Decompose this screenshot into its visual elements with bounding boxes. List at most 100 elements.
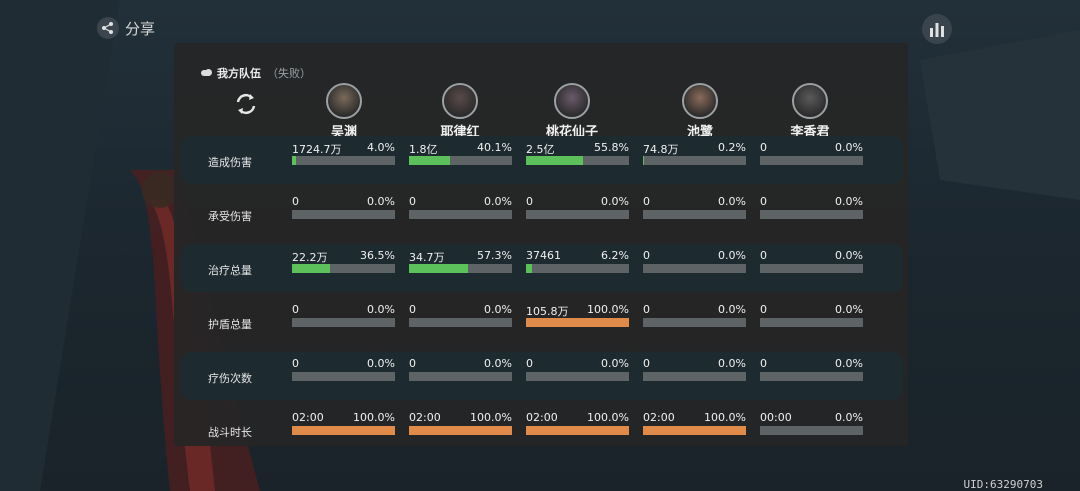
battle-stats-panel: 我方队伍 （失败） 吴渊 耶律红 桃花仙子 池鹭 李香君 造成伤害 1724.7万 4.0%… <box>174 43 908 446</box>
stat-value: 0 <box>409 303 416 316</box>
stat-value: 0 <box>643 195 650 208</box>
stat-value: 0 <box>643 357 650 370</box>
stat-value: 74.8万 <box>643 143 679 156</box>
progress-bar <box>292 426 395 435</box>
character-3[interactable]: 桃花仙子 <box>532 83 612 140</box>
stat-percent: 0.0% <box>367 357 395 370</box>
stat-cell: 02:00 100.0% <box>526 411 629 441</box>
character-4[interactable]: 池鹭 <box>660 83 740 140</box>
stat-row: 护盾总量 0 0.0% 0 0.0% 105.8万 100.0% 0 0.0% 0 0.0% <box>181 298 903 346</box>
stat-label: 造成伤害 <box>208 156 252 169</box>
stat-percent: 0.0% <box>484 195 512 208</box>
stat-cell: 0 0.0% <box>292 357 395 387</box>
stat-value: 0 <box>526 195 533 208</box>
progress-bar <box>760 318 863 327</box>
stat-row: 造成伤害 1724.7万 4.0% 1.8亿 40.1% 2.5亿 55.8% 74.8万 0.… <box>181 136 903 184</box>
stat-cell: 02:00 100.0% <box>292 411 395 441</box>
stat-cell: 0 0.0% <box>760 249 863 279</box>
stat-percent: 0.0% <box>718 249 746 262</box>
stat-cell: 0 0.0% <box>760 303 863 333</box>
stat-cell: 34.7万 57.3% <box>409 249 512 279</box>
stat-label: 治疗总量 <box>208 264 252 277</box>
progress-fill <box>292 426 395 435</box>
stat-percent: 0.0% <box>835 357 863 370</box>
avatar <box>682 83 718 119</box>
progress-bar <box>526 318 629 327</box>
stat-percent: 100.0% <box>587 303 629 316</box>
stat-cell: 105.8万 100.0% <box>526 303 629 333</box>
stat-cell: 37461 6.2% <box>526 249 629 279</box>
stat-percent: 100.0% <box>470 411 512 424</box>
progress-bar <box>526 426 629 435</box>
progress-fill <box>526 156 584 165</box>
stat-cell: 00:00 0.0% <box>760 411 863 441</box>
stat-value: 34.7万 <box>409 251 445 264</box>
progress-bar <box>526 156 629 165</box>
stat-value: 2.5亿 <box>526 143 555 156</box>
stat-percent: 100.0% <box>353 411 395 424</box>
stat-cell: 0 0.0% <box>409 195 512 225</box>
stat-value: 0 <box>409 357 416 370</box>
stat-percent: 0.0% <box>835 195 863 208</box>
stat-percent: 100.0% <box>587 411 629 424</box>
progress-bar <box>292 210 395 219</box>
stat-row: 疗伤次数 0 0.0% 0 0.0% 0 0.0% 0 0.0% 0 0.0% <box>181 352 903 400</box>
uid-label: UID:63290703 <box>963 478 1043 491</box>
progress-bar <box>760 156 863 165</box>
stat-percent: 40.1% <box>477 141 512 154</box>
stat-value: 0 <box>292 303 299 316</box>
stat-percent: 0.0% <box>484 357 512 370</box>
stat-label: 战斗时长 <box>208 426 252 439</box>
avatar <box>792 83 828 119</box>
progress-fill <box>409 264 469 273</box>
stats-button[interactable] <box>922 14 952 44</box>
progress-fill <box>409 426 512 435</box>
stat-value: 0 <box>760 195 767 208</box>
stat-percent: 0.0% <box>835 303 863 316</box>
stat-value: 02:00 <box>409 411 441 424</box>
share-button[interactable]: 分享 <box>97 17 155 39</box>
stat-percent: 0.0% <box>718 357 746 370</box>
stat-value: 00:00 <box>760 411 792 424</box>
stat-cell: 0 0.0% <box>643 249 746 279</box>
character-2[interactable]: 耶律红 <box>420 83 500 140</box>
stat-value: 22.2万 <box>292 251 328 264</box>
progress-bar <box>643 156 746 165</box>
stat-percent: 100.0% <box>704 411 746 424</box>
progress-fill <box>409 156 451 165</box>
progress-bar <box>526 210 629 219</box>
stat-value: 0 <box>292 195 299 208</box>
progress-bar <box>292 318 395 327</box>
progress-bar <box>643 264 746 273</box>
progress-bar <box>760 264 863 273</box>
stat-label: 疗伤次数 <box>208 372 252 385</box>
progress-fill <box>526 318 629 327</box>
avatar <box>326 83 362 119</box>
progress-bar <box>760 372 863 381</box>
stat-cell: 0 0.0% <box>292 303 395 333</box>
stat-label: 护盾总量 <box>208 318 252 331</box>
progress-bar <box>643 210 746 219</box>
refresh-icon[interactable] <box>231 89 261 119</box>
stat-percent: 4.0% <box>367 141 395 154</box>
progress-bar <box>409 264 512 273</box>
stat-cell: 0 0.0% <box>526 357 629 387</box>
stat-value: 0 <box>643 249 650 262</box>
progress-bar <box>643 372 746 381</box>
stat-cell: 0 0.0% <box>643 303 746 333</box>
stat-percent: 57.3% <box>477 249 512 262</box>
character-1[interactable]: 吴渊 <box>304 83 384 140</box>
progress-bar <box>526 372 629 381</box>
stat-cell: 02:00 100.0% <box>643 411 746 441</box>
stat-percent: 0.0% <box>835 411 863 424</box>
stat-percent: 0.0% <box>718 303 746 316</box>
stat-cell: 1724.7万 4.0% <box>292 141 395 171</box>
stat-value: 105.8万 <box>526 305 569 318</box>
progress-bar <box>409 318 512 327</box>
toggle-icon[interactable] <box>201 69 212 76</box>
progress-bar <box>409 210 512 219</box>
stat-value: 1724.7万 <box>292 143 342 156</box>
stat-value: 0 <box>760 141 767 154</box>
stat-cell: 0 0.0% <box>760 141 863 171</box>
character-5[interactable]: 李香君 <box>770 83 850 140</box>
